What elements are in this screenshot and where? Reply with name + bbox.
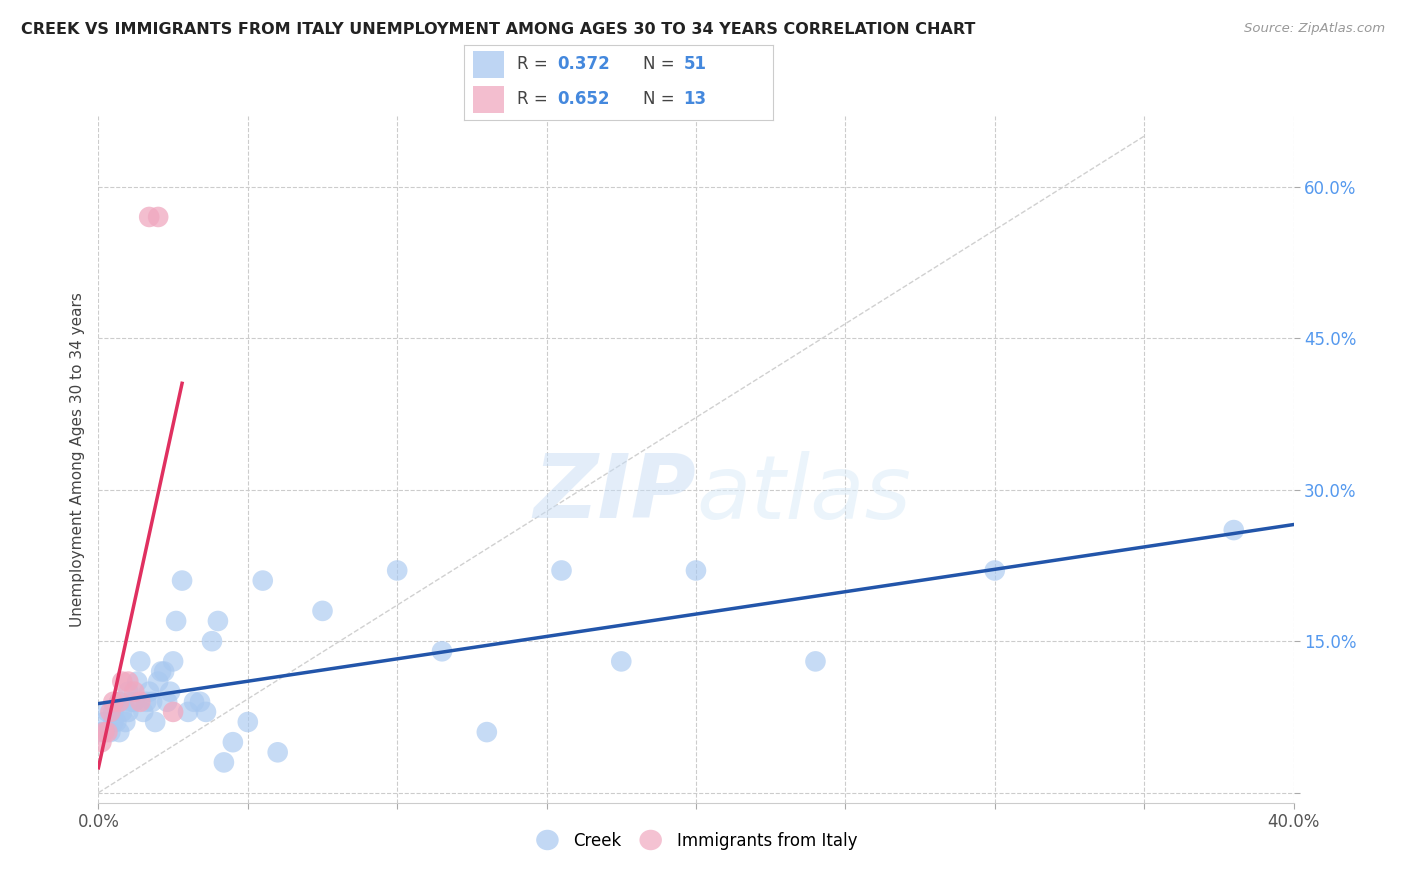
Creek	[105, 714, 128, 729]
Creek	[188, 695, 211, 709]
Text: atlas: atlas	[696, 450, 911, 537]
Creek	[311, 604, 333, 618]
Creek	[135, 695, 157, 709]
Creek	[132, 705, 155, 719]
FancyBboxPatch shape	[474, 87, 505, 112]
Creek	[236, 714, 259, 729]
Creek	[252, 574, 274, 588]
Immigrants from Italy	[124, 684, 146, 698]
Y-axis label: Unemployment Among Ages 30 to 34 years: Unemployment Among Ages 30 to 34 years	[70, 292, 86, 627]
Creek	[90, 725, 112, 739]
Creek	[172, 574, 194, 588]
Text: N =: N =	[644, 55, 681, 73]
Creek	[124, 695, 146, 709]
Creek	[475, 725, 498, 739]
Text: R =: R =	[516, 90, 553, 108]
Immigrants from Italy	[148, 210, 170, 224]
Immigrants from Italy	[96, 725, 118, 739]
Creek	[195, 705, 218, 719]
Creek	[159, 684, 181, 698]
Creek	[117, 705, 139, 719]
Creek	[114, 714, 136, 729]
Creek	[120, 695, 142, 709]
Creek	[183, 695, 205, 709]
Immigrants from Italy	[93, 725, 115, 739]
Creek	[150, 665, 173, 679]
Creek	[385, 564, 409, 578]
Creek	[117, 684, 139, 698]
Creek	[207, 614, 229, 628]
Creek	[129, 654, 152, 668]
Legend: Creek, Immigrants from Italy: Creek, Immigrants from Italy	[529, 825, 863, 856]
Text: N =: N =	[644, 90, 681, 108]
Immigrants from Italy	[117, 674, 139, 689]
Creek	[143, 714, 166, 729]
Immigrants from Italy	[138, 210, 160, 224]
Creek	[267, 745, 290, 759]
Text: 0.372: 0.372	[557, 55, 610, 73]
Creek	[148, 674, 170, 689]
Creek	[138, 684, 160, 698]
Creek	[201, 634, 224, 648]
Creek	[804, 654, 827, 668]
Immigrants from Italy	[162, 705, 184, 719]
Creek	[111, 705, 134, 719]
Creek	[212, 756, 235, 770]
Creek	[162, 654, 184, 668]
Creek	[127, 674, 149, 689]
Creek	[141, 695, 163, 709]
Creek	[165, 614, 187, 628]
Immigrants from Italy	[98, 705, 122, 719]
Creek	[550, 564, 572, 578]
Creek	[103, 714, 125, 729]
Text: CREEK VS IMMIGRANTS FROM ITALY UNEMPLOYMENT AMONG AGES 30 TO 34 YEARS CORRELATIO: CREEK VS IMMIGRANTS FROM ITALY UNEMPLOYM…	[21, 22, 976, 37]
Creek	[984, 564, 1007, 578]
Text: Source: ZipAtlas.com: Source: ZipAtlas.com	[1244, 22, 1385, 36]
Text: ZIP: ZIP	[533, 450, 696, 537]
Creek	[177, 705, 200, 719]
Creek	[430, 644, 453, 658]
Creek	[156, 695, 179, 709]
FancyBboxPatch shape	[474, 52, 505, 78]
Immigrants from Italy	[129, 695, 152, 709]
Text: R =: R =	[516, 55, 553, 73]
Text: 51: 51	[683, 55, 707, 73]
Creek	[153, 665, 176, 679]
Text: 13: 13	[683, 90, 707, 108]
Creek	[685, 564, 707, 578]
Creek	[96, 705, 118, 719]
Creek	[93, 714, 115, 729]
Text: 0.652: 0.652	[557, 90, 609, 108]
Creek	[103, 705, 125, 719]
Immigrants from Italy	[103, 695, 125, 709]
Creek	[108, 725, 131, 739]
Creek	[222, 735, 245, 749]
Immigrants from Italy	[108, 695, 131, 709]
Immigrants from Italy	[90, 735, 112, 749]
Creek	[610, 654, 633, 668]
Creek	[108, 695, 131, 709]
Creek	[98, 725, 122, 739]
Immigrants from Italy	[111, 674, 134, 689]
Creek	[1223, 523, 1246, 537]
